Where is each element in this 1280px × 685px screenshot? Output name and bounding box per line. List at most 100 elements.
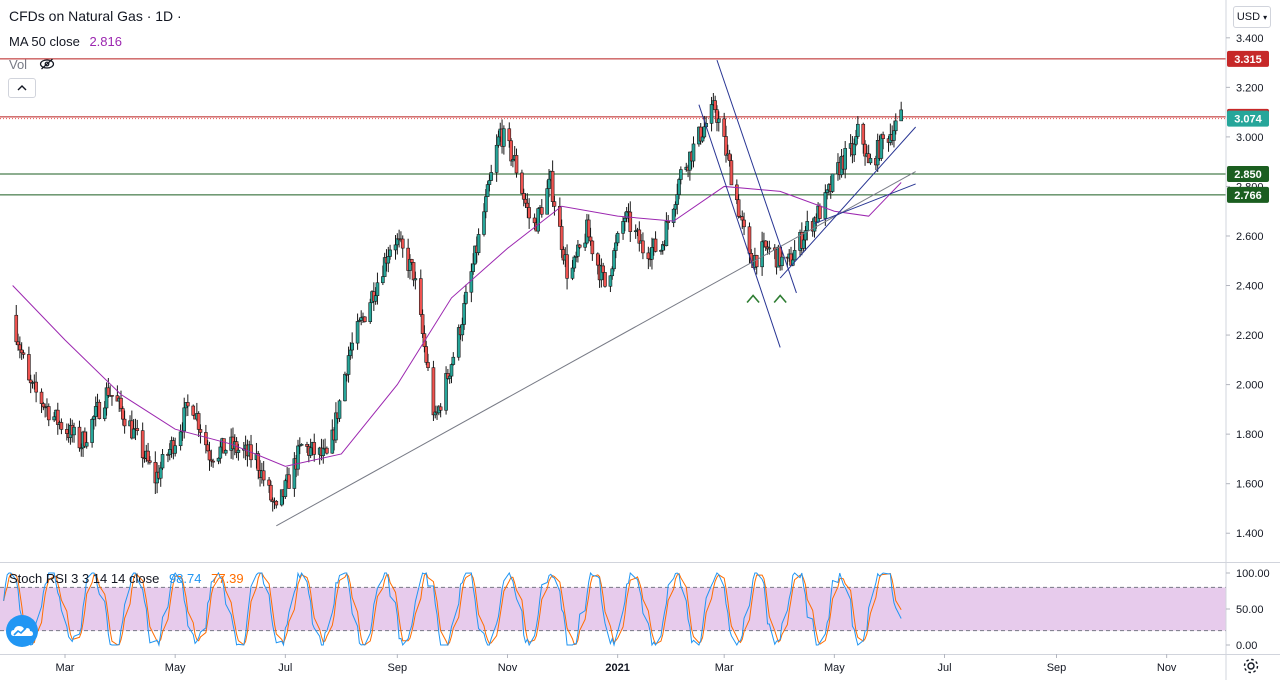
candle-up[interactable] [801,239,806,249]
candle-down[interactable] [521,193,526,200]
candle-down[interactable] [722,118,726,137]
candle-up[interactable] [852,143,857,156]
candle-down[interactable] [507,128,512,142]
candle-up[interactable] [709,104,714,124]
candle-up[interactable] [623,217,627,222]
candle-down[interactable] [205,444,210,452]
candle-up[interactable] [451,356,456,365]
candle-up[interactable] [160,454,165,469]
candle-down[interactable] [588,236,593,242]
candle-down[interactable] [713,100,717,111]
candle-down[interactable] [146,450,150,462]
candle-down[interactable] [269,484,273,501]
candle-up[interactable] [675,194,680,205]
candle-down[interactable] [18,344,22,351]
candle-up[interactable] [386,256,391,264]
candle-up[interactable] [476,234,481,253]
candle-up[interactable] [92,416,96,420]
candle-up[interactable] [760,241,764,268]
hidden-eye-icon[interactable] [39,58,55,70]
candle-up[interactable] [547,178,551,189]
candle-down[interactable] [438,406,443,411]
candle-down[interactable] [411,262,416,281]
candle-down[interactable] [590,240,595,255]
candle-down[interactable] [14,314,19,343]
candle-up[interactable] [700,136,705,142]
candle-up[interactable] [93,406,98,417]
candle-up[interactable] [167,449,172,456]
candle-down[interactable] [747,226,752,254]
candle-down[interactable] [742,219,746,228]
candle-up[interactable] [583,242,587,248]
channel-trendline[interactable] [716,59,797,294]
candle-down[interactable] [509,140,513,162]
candle-down[interactable] [418,278,423,315]
candle-down[interactable] [577,244,582,248]
candle-up[interactable] [545,188,550,215]
candle-down[interactable] [211,460,215,463]
candle-down[interactable] [122,418,127,427]
candle-down[interactable] [39,391,44,404]
stoch-d-line[interactable] [3,572,902,647]
candle-down[interactable] [565,254,569,279]
stoch-rsi-legend[interactable]: Stoch RSI 3 3 14 14 close 98.74 77.39 [9,571,244,586]
candle-up[interactable] [664,221,669,247]
candle-up[interactable] [576,244,580,257]
candle-up[interactable] [381,276,385,284]
candle-up[interactable] [90,419,94,443]
candle-down[interactable] [586,219,591,238]
candle-down[interactable] [525,202,530,208]
candle-up[interactable] [767,247,772,250]
candle-down[interactable] [27,354,31,381]
candle-up[interactable] [334,412,338,441]
candle-up[interactable] [615,232,620,244]
candle-up[interactable] [673,204,678,210]
candle-up[interactable] [178,431,183,447]
symbol-legend[interactable]: CFDs on Natural Gas · 1D · [9,8,182,24]
candle-up[interactable] [856,123,860,137]
symbol-title[interactable]: CFDs on Natural Gas · 1D · [9,8,182,24]
candle-down[interactable] [422,333,427,347]
candle-down[interactable] [520,172,524,194]
candle-up[interactable] [223,450,228,454]
candle-down[interactable] [267,479,271,486]
candle-down[interactable] [21,352,26,355]
candle-up[interactable] [677,179,681,195]
candle-down[interactable] [312,442,317,455]
candle-down[interactable] [110,394,114,397]
candle-down[interactable] [46,406,51,421]
candle-down[interactable] [532,217,537,224]
tradingview-logo[interactable] [6,615,38,647]
candle-down[interactable] [121,408,125,420]
candle-up[interactable] [854,136,858,145]
currency-selector[interactable]: USD ▾ [1233,6,1271,28]
candle-up[interactable] [650,247,654,260]
candle-up[interactable] [131,428,136,439]
candle-up[interactable] [308,447,313,456]
candle-up[interactable] [485,184,490,197]
candle-up[interactable] [830,173,835,192]
candle-down[interactable] [603,272,607,287]
candle-up[interactable] [494,144,499,173]
candle-up[interactable] [350,342,354,351]
candle-up[interactable] [444,373,448,411]
candle-down[interactable] [106,387,111,396]
candle-down[interactable] [763,240,768,248]
candle-down[interactable] [552,201,557,207]
candle-up[interactable] [572,256,577,269]
candle-up[interactable] [375,282,380,296]
candle-up[interactable] [158,467,163,479]
candle-up[interactable] [388,249,392,257]
candle-up[interactable] [348,349,353,356]
candle-down[interactable] [222,438,226,454]
candle-up[interactable] [296,445,300,470]
candle-up[interactable] [608,275,613,287]
channel-trendline[interactable] [779,126,916,279]
candle-down[interactable] [523,198,528,204]
candle-down[interactable] [34,381,38,393]
candle-up[interactable] [84,442,89,447]
candle-down[interactable] [729,160,734,186]
candle-up[interactable] [72,426,76,436]
candle-down[interactable] [539,207,544,215]
